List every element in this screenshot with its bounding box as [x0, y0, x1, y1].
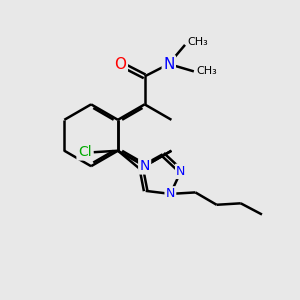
Text: N: N [166, 188, 175, 200]
Text: CH₃: CH₃ [196, 66, 217, 76]
Text: Cl: Cl [78, 145, 92, 159]
Text: CH₃: CH₃ [188, 37, 208, 47]
Text: N: N [163, 56, 175, 71]
Text: N: N [176, 165, 186, 178]
Text: N: N [140, 159, 150, 173]
Text: O: O [115, 56, 127, 71]
